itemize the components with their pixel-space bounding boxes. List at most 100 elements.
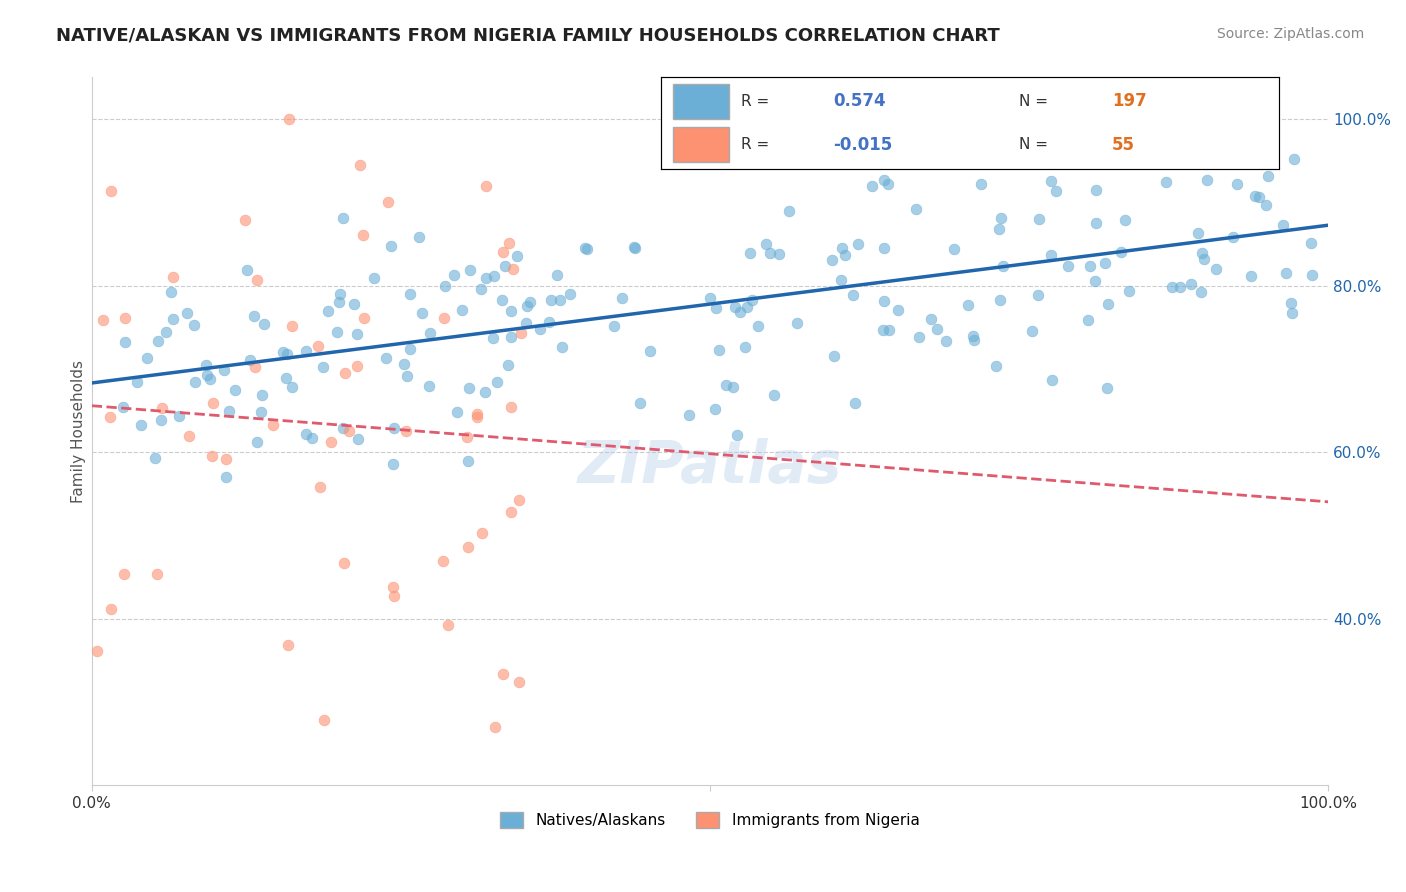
Point	[195, 359, 218, 373]
Point	[346, 359, 368, 373]
Point	[349, 158, 371, 172]
Point	[274, 371, 297, 385]
Point	[576, 242, 599, 256]
Point	[510, 326, 533, 341]
Point	[1243, 189, 1265, 203]
Point	[239, 353, 262, 368]
Point	[942, 242, 965, 256]
Point	[1299, 235, 1322, 250]
Point	[201, 449, 224, 463]
Point	[198, 372, 221, 386]
Point	[250, 405, 273, 419]
Point	[638, 344, 661, 359]
Point	[873, 173, 896, 187]
Point	[1180, 277, 1202, 291]
Point	[100, 184, 122, 198]
Point	[1192, 252, 1215, 266]
Point	[381, 457, 404, 471]
Point	[768, 247, 790, 261]
Point	[112, 567, 135, 582]
Point	[250, 388, 273, 402]
Point	[457, 541, 479, 555]
Point	[482, 269, 505, 284]
Point	[411, 306, 433, 320]
Point	[246, 435, 269, 450]
Point	[312, 360, 335, 375]
Point	[262, 418, 284, 433]
Point	[501, 400, 523, 414]
Point	[374, 351, 396, 366]
Point	[1118, 285, 1140, 299]
Text: ZIPatlas: ZIPatlas	[578, 438, 842, 495]
Point	[160, 285, 183, 299]
Point	[1040, 373, 1063, 387]
Point	[1085, 215, 1108, 229]
Point	[343, 297, 366, 311]
Y-axis label: Family Households: Family Households	[72, 359, 86, 503]
Point	[312, 713, 335, 727]
Point	[1282, 152, 1305, 166]
Point	[1045, 185, 1067, 199]
Point	[471, 526, 494, 541]
Point	[112, 401, 135, 415]
Point	[550, 293, 572, 307]
Point	[728, 305, 751, 319]
Point	[382, 589, 405, 603]
Point	[326, 326, 349, 340]
Point	[136, 351, 159, 365]
Point	[398, 286, 420, 301]
Point	[1275, 266, 1298, 280]
Point	[603, 319, 626, 334]
Point	[734, 340, 756, 354]
Point	[347, 432, 370, 446]
Point	[1152, 112, 1174, 126]
Point	[86, 644, 108, 658]
Point	[467, 409, 489, 424]
Point	[150, 413, 173, 427]
Point	[353, 310, 375, 325]
Point	[418, 379, 440, 393]
Point	[628, 396, 651, 410]
Point	[236, 263, 259, 277]
Point	[873, 294, 896, 309]
Point	[155, 325, 177, 339]
Point	[1281, 306, 1303, 320]
Point	[860, 178, 883, 193]
Point	[540, 293, 562, 307]
Point	[167, 409, 190, 423]
Point	[970, 177, 993, 191]
Point	[1197, 173, 1219, 187]
Point	[494, 260, 516, 274]
Point	[1247, 190, 1270, 204]
Point	[834, 247, 856, 261]
Point	[1206, 143, 1229, 157]
Point	[1021, 325, 1043, 339]
Point	[474, 384, 496, 399]
Point	[1168, 280, 1191, 294]
Point	[294, 343, 316, 358]
Point	[492, 244, 515, 259]
Point	[1205, 261, 1227, 276]
Point	[1097, 297, 1119, 311]
Point	[496, 358, 519, 372]
Point	[876, 177, 898, 191]
Point	[114, 310, 136, 325]
Point	[309, 480, 332, 494]
Point	[987, 222, 1010, 236]
Point	[218, 404, 240, 418]
Point	[474, 271, 496, 285]
Point	[333, 556, 356, 570]
Point	[1191, 245, 1213, 260]
Point	[984, 359, 1007, 373]
Point	[1039, 248, 1062, 262]
Point	[162, 312, 184, 326]
Point	[537, 315, 560, 329]
Point	[233, 212, 256, 227]
Point	[988, 293, 1011, 307]
Point	[516, 299, 538, 313]
Point	[1084, 183, 1107, 197]
Point	[699, 292, 721, 306]
Point	[432, 554, 454, 568]
Point	[475, 178, 498, 193]
Point	[877, 323, 900, 337]
